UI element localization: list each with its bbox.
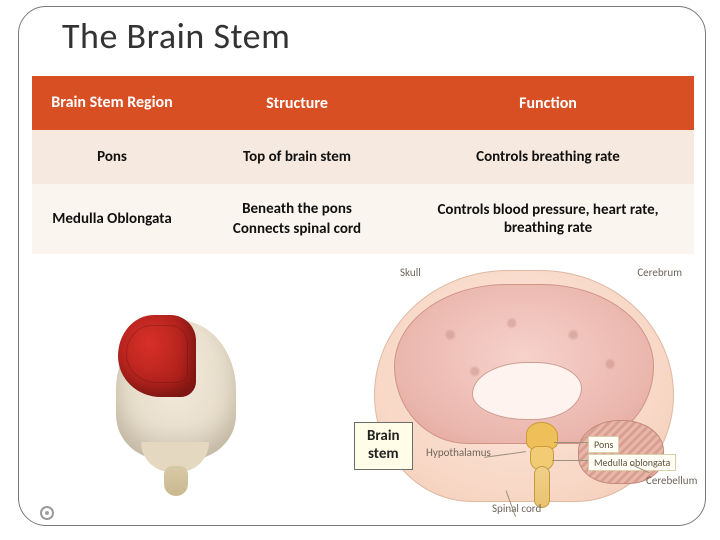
cell-structure-pons: Top of brain stem xyxy=(192,130,402,184)
ventricle-shape xyxy=(472,362,582,420)
callout-line1: Brain xyxy=(367,427,400,445)
table-row: Pons Top of brain stem Controls breathin… xyxy=(32,130,694,184)
cell-region-medulla: Medulla Oblongata xyxy=(32,184,192,254)
cell-region-pons: Pons xyxy=(32,130,192,184)
leader-line xyxy=(554,442,588,443)
sagittal-brain-diagram: Skull Cerebrum Hypothalamus Pons Medulla… xyxy=(334,262,700,524)
cell-function-pons: Controls breathing rate xyxy=(402,130,694,184)
label-spinal-cord-text: Spinal cord xyxy=(492,502,541,515)
label-skull: Skull xyxy=(400,266,421,279)
slide-bullet-icon xyxy=(40,506,54,520)
brain-stem-callout: Brain stem xyxy=(354,422,413,470)
col-header-function: Function xyxy=(402,76,694,130)
skull-posterior-illustration xyxy=(86,310,266,510)
cerebrum-red-lobe xyxy=(118,315,196,397)
table-row: Medulla Oblongata Beneath the pons Conne… xyxy=(32,184,694,254)
callout-line2: stem xyxy=(367,445,400,463)
cell-structure-medulla-l1: Beneath the pons xyxy=(200,199,394,219)
label-medulla: Medulla oblongata xyxy=(588,454,676,471)
label-hypothalamus: Hypothalamus xyxy=(426,446,491,459)
brain-stem-table: Brain Stem Region Structure Function Pon… xyxy=(32,76,694,254)
cell-structure-medulla-l2: Connects spinal cord xyxy=(200,219,394,239)
cell-structure-medulla: Beneath the pons Connects spinal cord xyxy=(192,184,402,254)
leader-line xyxy=(552,460,588,461)
col-header-region: Brain Stem Region xyxy=(32,76,192,130)
label-cerebellum: Cerebellum xyxy=(646,474,697,487)
label-pons: Pons xyxy=(588,436,619,453)
col-header-structure: Structure xyxy=(192,76,402,130)
col-header-region-text: Brain Stem Region xyxy=(51,93,172,112)
label-cerebrum: Cerebrum xyxy=(637,266,682,279)
cell-function-medulla: Controls blood pressure, heart rate, bre… xyxy=(402,184,694,254)
page-title: The Brain Stem xyxy=(62,14,290,58)
label-spinal-cord: Spinal cord xyxy=(492,502,541,515)
skull-brainstem xyxy=(164,466,188,496)
table-header-row: Brain Stem Region Structure Function xyxy=(32,76,694,130)
